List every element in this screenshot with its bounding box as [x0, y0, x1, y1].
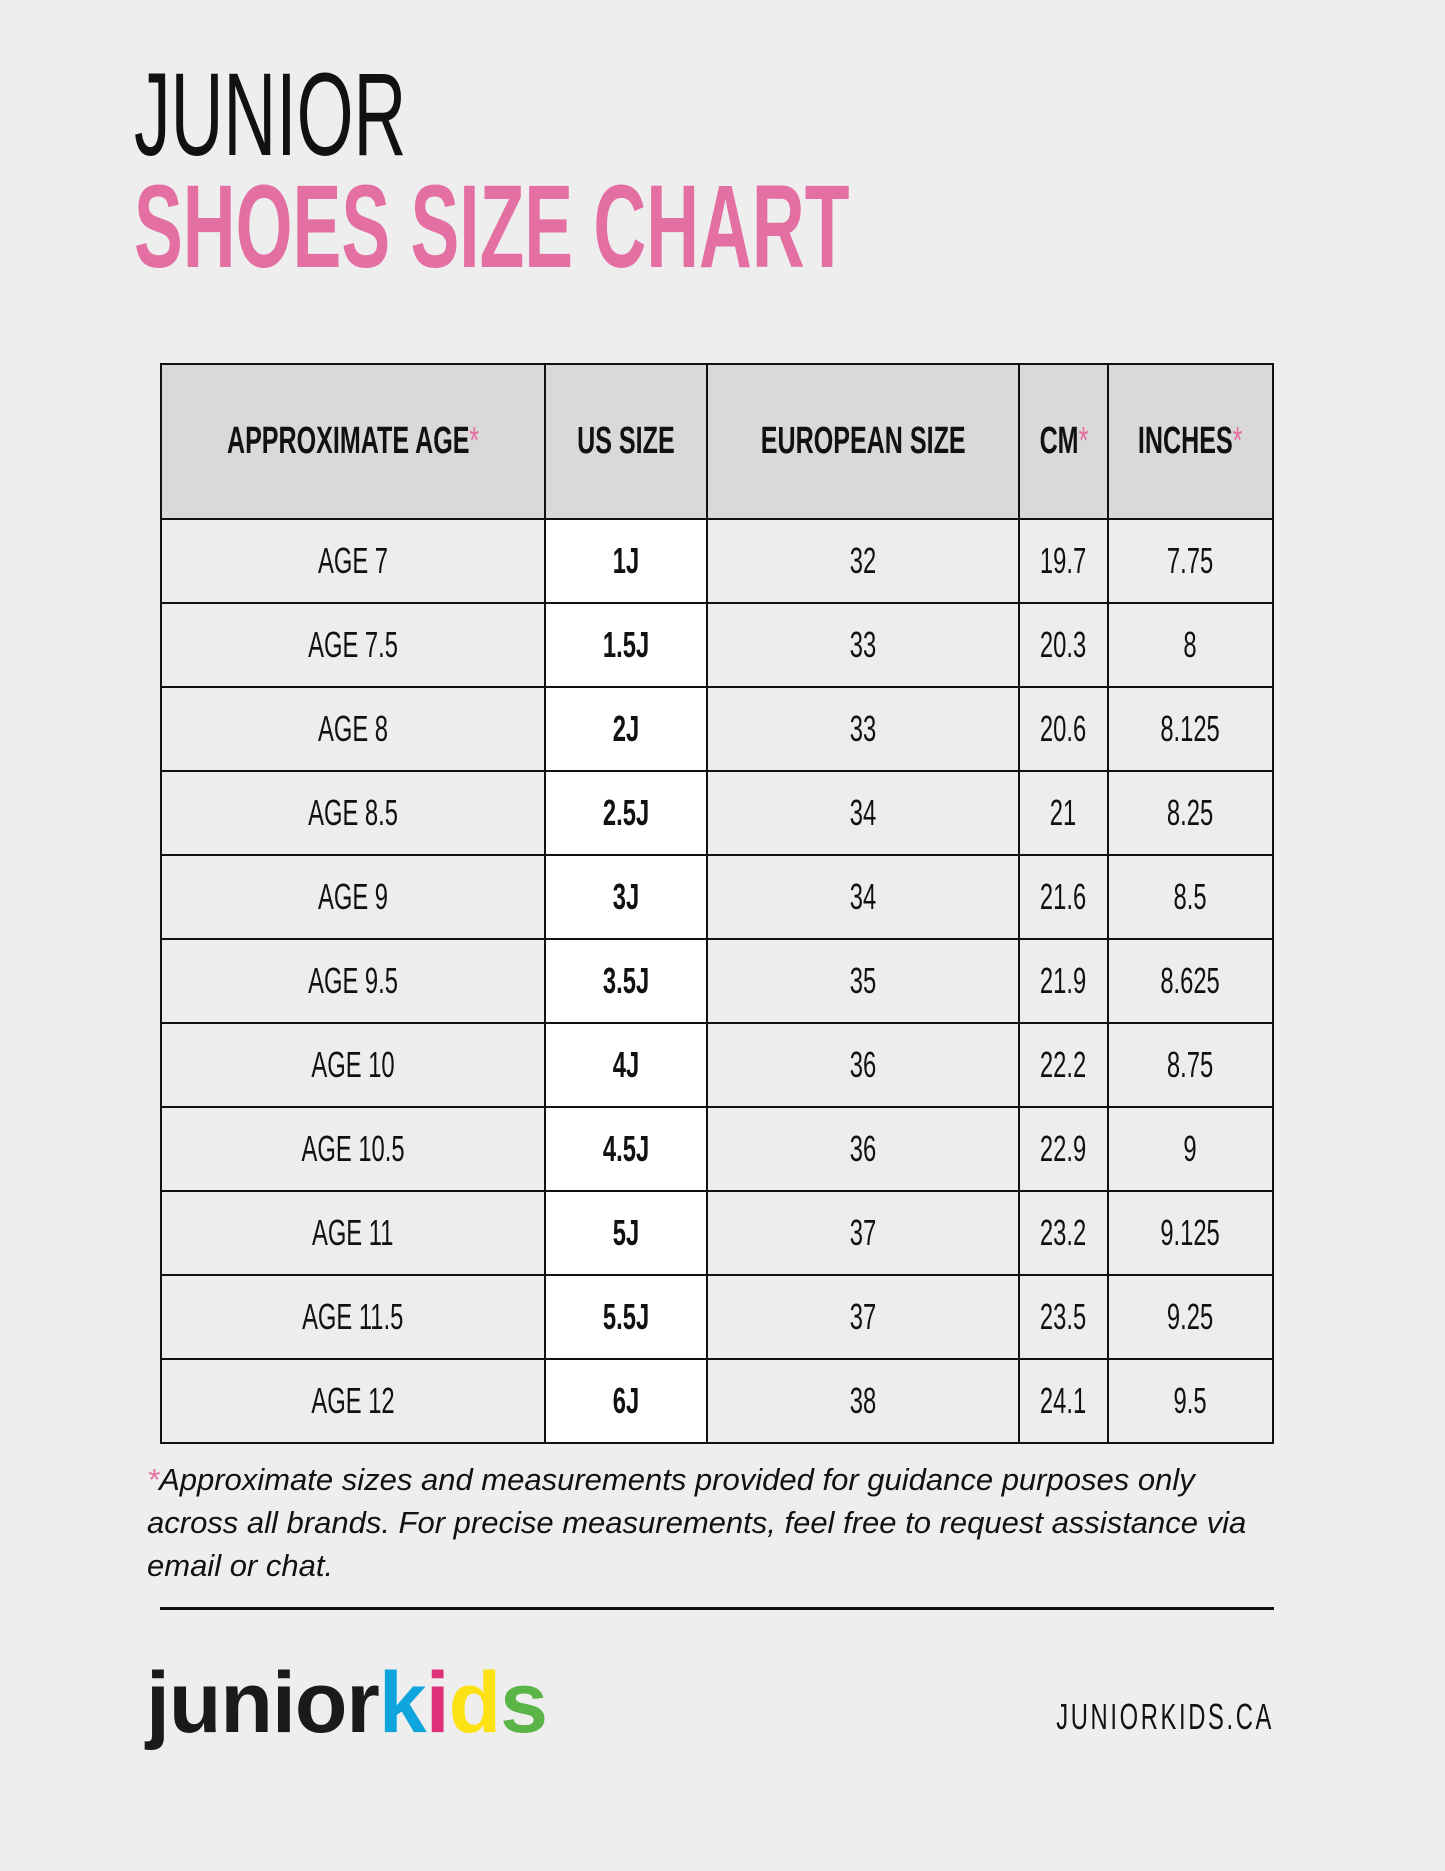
table-cell: 5J	[544, 1190, 708, 1276]
table-cell: 36	[705, 1106, 1021, 1192]
table-cell: AGE 11.5	[159, 1274, 547, 1360]
column-header: US SIZE	[544, 363, 708, 520]
table-row: AGE 9.5 3.5J 35 21.9 8.625	[159, 938, 1275, 1024]
table-cell: 4J	[544, 1022, 708, 1108]
table-cell: 32	[705, 518, 1021, 604]
table-cell: 1.5J	[544, 602, 708, 688]
title-line-2: SHOES SIZE CHART	[134, 161, 850, 293]
table-cell: AGE 7	[159, 518, 547, 604]
juniorkids-logo: juniorkids	[146, 1655, 548, 1751]
table-cell: 21.9	[1018, 938, 1109, 1024]
table-cell: 3J	[544, 854, 708, 940]
table-cell: 9	[1106, 1106, 1275, 1192]
table-cell: 7.75	[1106, 518, 1275, 604]
table-cell: 20.6	[1018, 686, 1109, 772]
website-text: JUNIORKIDS.CA	[1056, 1696, 1274, 1737]
table-cell: AGE 12	[159, 1358, 547, 1444]
table-cell: AGE 7.5	[159, 602, 547, 688]
table-cell: 37	[705, 1190, 1021, 1276]
table-cell: 22.2	[1018, 1022, 1109, 1108]
table-cell: 24.1	[1018, 1358, 1109, 1444]
table-cell: 8.25	[1106, 770, 1275, 856]
table-cell: AGE 9.5	[159, 938, 547, 1024]
table-cell: 23.5	[1018, 1274, 1109, 1360]
table-cell: 9.5	[1106, 1358, 1275, 1444]
table-cell: 19.7	[1018, 518, 1109, 604]
table-header-row: APPROXIMATE AGE* US SIZE EUROPEAN SIZE CM* I…	[159, 363, 1275, 520]
table-row: AGE 10 4J 36 22.2 8.75	[159, 1022, 1275, 1108]
table-cell: 35	[705, 938, 1021, 1024]
title-line-1: JUNIOR	[134, 49, 407, 181]
logo-letter: d	[448, 1655, 502, 1751]
divider	[160, 1607, 1274, 1610]
column-header: EUROPEAN SIZE	[705, 363, 1021, 520]
logo-letter: i	[425, 1655, 450, 1751]
footnote: *Approximate sizes and measurements prov…	[147, 1462, 1247, 1583]
table-cell: 9.125	[1106, 1190, 1275, 1276]
table-cell: 8.625	[1106, 938, 1275, 1024]
table-row: AGE 8.5 2.5J 34 21 8.25	[159, 770, 1275, 856]
table-cell: 23.2	[1018, 1190, 1109, 1276]
table-cell: 8.125	[1106, 686, 1275, 772]
table-row: AGE 8 2J 33 20.6 8.125	[159, 686, 1275, 772]
table-cell: 2.5J	[544, 770, 708, 856]
table-cell: AGE 10	[159, 1022, 547, 1108]
table-cell: 33	[705, 686, 1021, 772]
table-cell: 3.5J	[544, 938, 708, 1024]
table-cell: 4.5J	[544, 1106, 708, 1192]
size-chart-table: APPROXIMATE AGE* US SIZE EUROPEAN SIZE CM* I…	[159, 363, 1275, 1444]
table-cell: 34	[705, 854, 1021, 940]
table-cell: AGE 8	[159, 686, 547, 772]
table-cell: 21	[1018, 770, 1109, 856]
table-cell: 20.3	[1018, 602, 1109, 688]
table-cell: 6J	[544, 1358, 708, 1444]
table-row: AGE 10.5 4.5J 36 22.9 9	[159, 1106, 1275, 1192]
table-row: AGE 11.5 5.5J 37 23.5 9.25	[159, 1274, 1275, 1360]
table-row: AGE 12 6J 38 24.1 9.5	[159, 1358, 1275, 1444]
table-cell: AGE 10.5	[159, 1106, 547, 1192]
table-cell: AGE 8.5	[159, 770, 547, 856]
column-header: CM*	[1018, 363, 1109, 520]
table-cell: 36	[705, 1022, 1021, 1108]
logo-letter: s	[500, 1655, 548, 1751]
table-cell: 21.6	[1018, 854, 1109, 940]
table-cell: AGE 11	[159, 1190, 547, 1276]
table-cell: AGE 9	[159, 854, 547, 940]
table-cell: 33	[705, 602, 1021, 688]
table-cell: 22.9	[1018, 1106, 1109, 1192]
table-cell: 8	[1106, 602, 1275, 688]
table-cell: 8.75	[1106, 1022, 1275, 1108]
table-row: AGE 11 5J 37 23.2 9.125	[159, 1190, 1275, 1276]
column-header: APPROXIMATE AGE*	[159, 363, 547, 520]
table-row: AGE 9 3J 34 21.6 8.5	[159, 854, 1275, 940]
table-cell: 1J	[544, 518, 708, 604]
logo-letter: k	[378, 1655, 427, 1751]
table-row: AGE 7.5 1.5J 33 20.3 8	[159, 602, 1275, 688]
column-header: INCHES*	[1106, 363, 1275, 520]
table-cell: 2J	[544, 686, 708, 772]
table-row: AGE 7 1J 32 19.7 7.75	[159, 518, 1275, 604]
table-cell: 5.5J	[544, 1274, 708, 1360]
table-cell: 9.25	[1106, 1274, 1275, 1360]
table-cell: 8.5	[1106, 854, 1275, 940]
table-cell: 37	[705, 1274, 1021, 1360]
table-cell: 34	[705, 770, 1021, 856]
table-cell: 38	[705, 1358, 1021, 1444]
